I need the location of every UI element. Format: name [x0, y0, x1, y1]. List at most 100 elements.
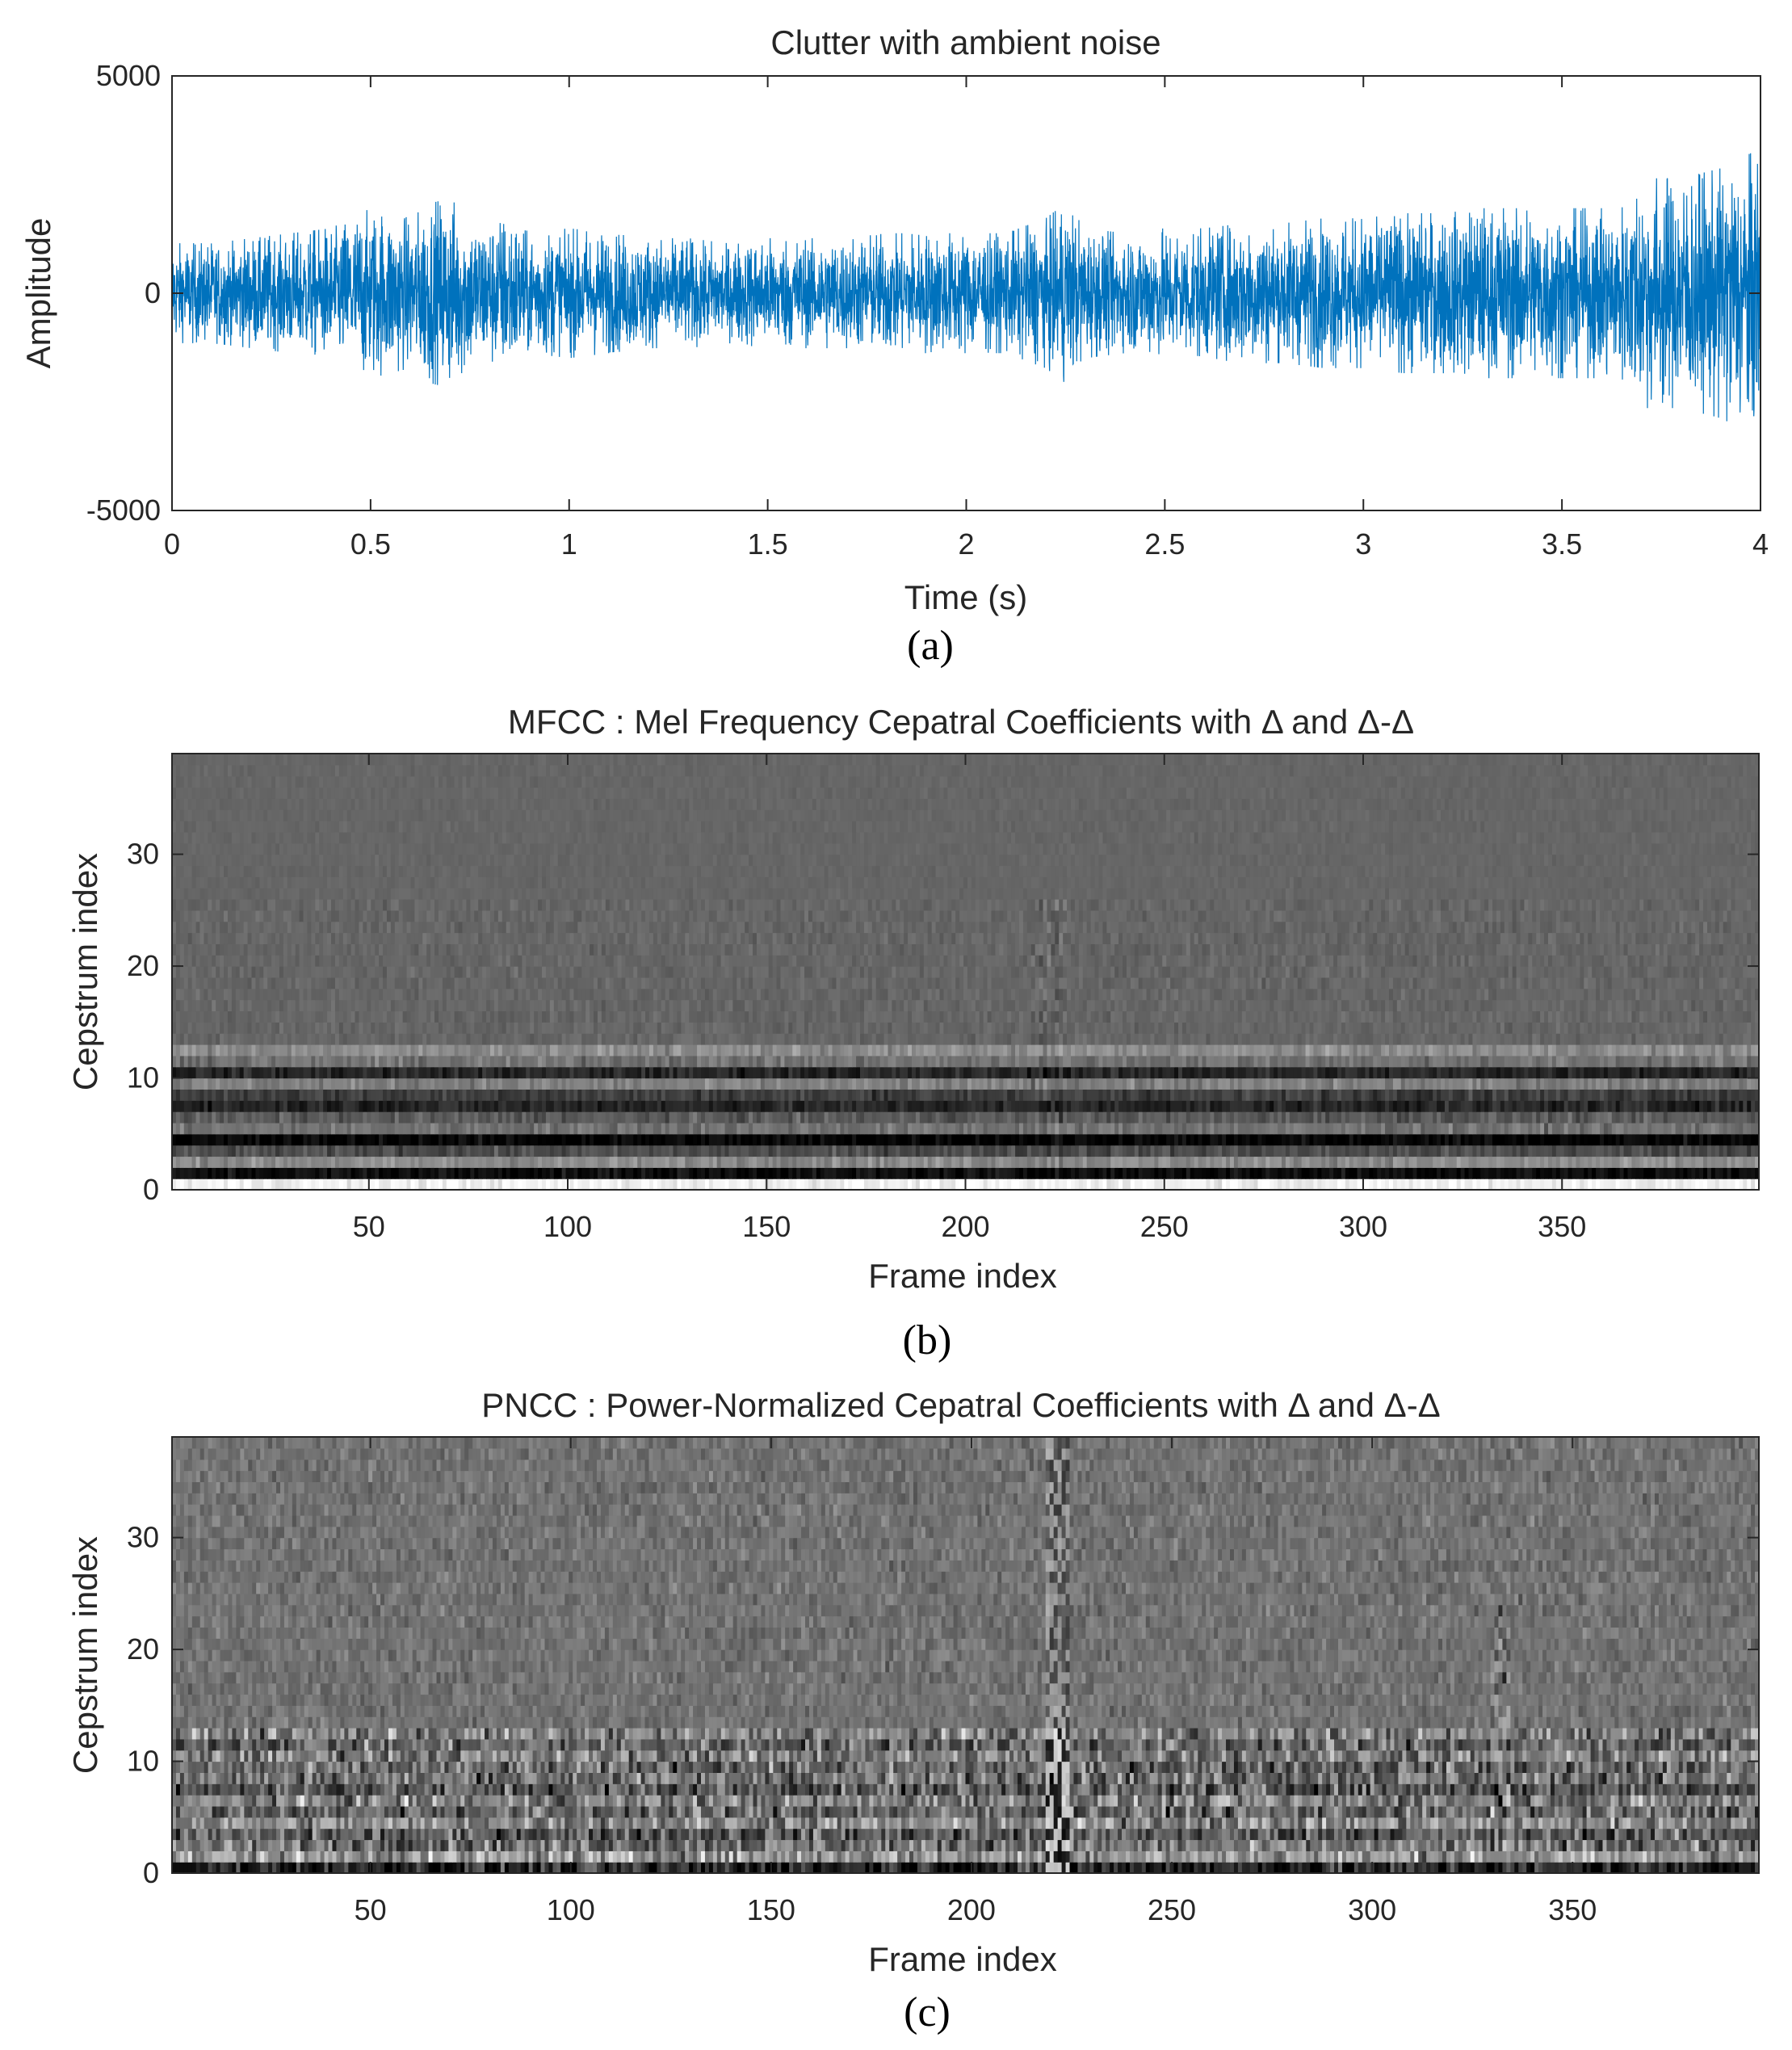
heatmap-cell [455, 1100, 460, 1111]
heatmap-cell [1731, 1078, 1736, 1090]
heatmap-cell [728, 1078, 733, 1090]
heatmap-cell [1178, 1067, 1183, 1078]
heatmap-cell [1114, 1089, 1119, 1100]
heatmap-cell [829, 1178, 833, 1190]
heatmap-cell [947, 1123, 952, 1134]
heatmap-cell [331, 1067, 336, 1078]
heatmap-cell [569, 1167, 574, 1178]
heatmap-cell [992, 1089, 997, 1100]
heatmap-cell [840, 1100, 845, 1111]
heatmap-cell [478, 1178, 483, 1190]
heatmap-cell [1313, 1178, 1318, 1190]
heatmap-cell [808, 1167, 813, 1178]
heatmap-cell [872, 1156, 877, 1167]
heatmap-cell [912, 1067, 917, 1078]
heatmap-cell [1695, 1156, 1700, 1167]
heatmap-cell [947, 1067, 952, 1078]
heatmap-cell [661, 1089, 666, 1100]
heatmap-cell [633, 1111, 638, 1123]
heatmap-cell [1011, 1100, 1016, 1111]
heatmap-cell [1294, 1089, 1299, 1100]
heatmap-cell [244, 1078, 249, 1090]
heatmap-cell [988, 1145, 993, 1157]
heatmap-cell [1548, 1111, 1553, 1123]
heatmap-cell [1051, 1167, 1055, 1178]
heatmap-cell [900, 1123, 904, 1134]
heatmap-cell [833, 1156, 837, 1167]
heatmap-cell [1409, 1123, 1414, 1134]
heatmap-cell [1139, 1123, 1144, 1134]
heatmap-cell [232, 1134, 237, 1145]
heatmap-cell [674, 1123, 678, 1134]
heatmap-cell [1500, 1078, 1505, 1090]
heatmap-cell [1707, 1123, 1712, 1134]
heatmap-cell [1576, 1156, 1580, 1167]
heatmap-cell [992, 1078, 997, 1090]
heatmap-cell [1540, 1100, 1545, 1111]
heatmap-cell [1536, 1100, 1541, 1111]
heatmap-cell [522, 1156, 527, 1167]
heatmap-cell [649, 1123, 654, 1134]
heatmap-cell [1703, 1078, 1708, 1090]
heatmap-cell [542, 1089, 547, 1100]
heatmap-cell [1027, 1067, 1032, 1078]
heatmap-cell [721, 1145, 726, 1157]
heatmap-cell [1015, 1100, 1020, 1111]
heatmap-cell [1660, 1111, 1664, 1123]
heatmap-cell [494, 1134, 499, 1145]
heatmap-cell [1548, 1123, 1553, 1134]
heatmap-cell [1110, 1145, 1115, 1157]
heatmap-cell [606, 1067, 611, 1078]
heatmap-cell [1580, 1078, 1584, 1090]
heatmap-cell [1441, 1067, 1446, 1078]
heatmap-cell [1524, 1134, 1529, 1145]
heatmap-cell [486, 1100, 491, 1111]
heatmap-cell [1600, 1100, 1605, 1111]
heatmap-cell [1031, 1078, 1036, 1090]
heatmap-cell [844, 1067, 849, 1078]
heatmap-cell [1286, 1167, 1290, 1178]
heatmap-cell [1449, 1089, 1454, 1100]
heatmap-cell [932, 1167, 937, 1178]
heatmap-cell [1513, 1156, 1517, 1167]
heatmap-cell [430, 1123, 435, 1134]
heatmap-cell [1556, 1078, 1561, 1090]
heatmap-cell [614, 1145, 619, 1157]
heatmap-cell [1401, 1100, 1406, 1111]
heatmap-cell [1664, 1178, 1668, 1190]
heatmap-cell [685, 1156, 690, 1167]
heatmap-cell [1564, 1145, 1569, 1157]
heatmap-cell [275, 1145, 280, 1157]
heatmap-cell [1313, 1167, 1318, 1178]
heatmap-cell [498, 1078, 503, 1090]
heatmap-cell [912, 1178, 917, 1190]
heatmap-cell [1651, 1145, 1656, 1157]
heatmap-cell [287, 1134, 292, 1145]
heatmap-cell [1433, 1156, 1437, 1167]
heatmap-cell [550, 1123, 555, 1134]
heatmap-cell [1647, 1067, 1652, 1078]
heatmap-cell [1059, 1100, 1064, 1111]
heatmap-cell [614, 1123, 619, 1134]
heatmap-cell [856, 1111, 861, 1123]
heatmap-cell [784, 1134, 789, 1145]
heatmap-cell [649, 1067, 654, 1078]
heatmap-cell [1286, 1089, 1290, 1100]
heatmap-cell [1035, 1156, 1040, 1167]
heatmap-cell [749, 1100, 753, 1111]
heatmap-cell [1620, 1123, 1625, 1134]
heatmap-cell [1325, 1067, 1330, 1078]
heatmap-cell [1210, 1145, 1215, 1157]
heatmap-cell [585, 1078, 590, 1090]
heatmap-cell [784, 1156, 789, 1167]
heatmap-cell [737, 1123, 741, 1134]
heatmap-cell [1676, 1067, 1681, 1078]
heatmap-cell [447, 1078, 451, 1090]
heatmap-cell [498, 1089, 503, 1100]
heatmap-cell [1286, 1123, 1290, 1134]
heatmap-cell [327, 1100, 332, 1111]
heatmap-cell [300, 1056, 304, 1067]
heatmap-cell [1723, 1111, 1728, 1123]
heatmap-cell [403, 1134, 408, 1145]
heatmap-cell [180, 1111, 185, 1123]
